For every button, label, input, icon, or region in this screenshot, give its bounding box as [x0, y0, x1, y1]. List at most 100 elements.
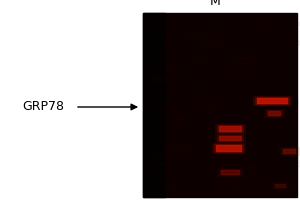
Bar [157, 66, 171, 71]
Bar [230, 71, 234, 79]
Bar [278, 97, 281, 105]
Bar [149, 14, 161, 17]
Bar [279, 147, 299, 155]
Bar [281, 40, 285, 43]
Bar [210, 93, 215, 99]
Bar [204, 89, 221, 94]
Bar [250, 18, 264, 25]
Bar [161, 103, 172, 106]
Bar [268, 36, 280, 41]
Bar [166, 144, 187, 151]
Bar [143, 13, 165, 197]
Bar [212, 143, 244, 153]
Bar [264, 36, 274, 41]
Bar [194, 81, 202, 88]
Bar [247, 164, 253, 170]
Bar [148, 108, 168, 116]
Bar [167, 87, 180, 94]
Text: GRP78: GRP78 [22, 100, 64, 114]
Bar [277, 110, 285, 115]
Bar [208, 106, 215, 110]
Bar [219, 136, 241, 140]
Bar [257, 98, 287, 102]
Bar [159, 172, 181, 175]
Bar [238, 83, 244, 88]
Bar [286, 40, 299, 45]
Bar [243, 87, 262, 92]
Bar [272, 107, 275, 114]
Bar [271, 182, 289, 188]
Bar [279, 36, 287, 42]
Bar [147, 79, 167, 83]
Bar [185, 35, 205, 39]
Bar [159, 162, 167, 169]
Bar [285, 160, 300, 166]
Bar [196, 100, 220, 107]
Bar [184, 133, 203, 139]
Bar [275, 184, 285, 186]
Bar [183, 35, 206, 37]
Bar [273, 160, 279, 164]
Bar [221, 170, 239, 174]
Bar [274, 51, 287, 59]
Bar [154, 42, 158, 45]
Bar [281, 148, 297, 154]
Bar [146, 107, 165, 111]
Bar [149, 70, 160, 77]
Bar [285, 34, 289, 40]
Bar [217, 135, 243, 141]
Bar [215, 123, 245, 132]
Bar [219, 169, 241, 175]
Bar [266, 110, 282, 116]
Bar [283, 149, 295, 153]
Bar [162, 154, 184, 158]
Bar [208, 76, 226, 80]
Bar [274, 175, 279, 182]
Bar [191, 119, 214, 127]
Bar [219, 126, 241, 130]
Bar [190, 24, 199, 31]
Bar [215, 178, 227, 184]
Bar [217, 168, 243, 176]
Bar [281, 173, 289, 177]
Bar [206, 35, 215, 37]
Bar [262, 15, 280, 18]
Bar [234, 56, 254, 59]
Bar [154, 153, 167, 159]
Bar [236, 178, 259, 186]
Bar [251, 24, 271, 32]
Bar [247, 87, 269, 90]
Bar [195, 144, 209, 146]
Bar [212, 156, 230, 159]
Bar [163, 33, 172, 37]
Bar [199, 109, 222, 116]
Bar [258, 181, 262, 188]
Bar [236, 69, 256, 74]
Bar [143, 30, 162, 35]
Bar [172, 101, 184, 106]
Bar [227, 180, 249, 184]
Bar [218, 95, 238, 103]
Bar [222, 42, 226, 46]
Bar [280, 100, 298, 106]
Bar [248, 105, 268, 108]
Bar [265, 31, 273, 35]
Text: M: M [210, 0, 220, 8]
Bar [162, 107, 182, 113]
Bar [232, 57, 254, 63]
Bar [154, 55, 174, 61]
Bar [201, 41, 220, 47]
Bar [156, 104, 162, 107]
Bar [166, 66, 189, 69]
Bar [225, 79, 238, 83]
Bar [227, 54, 235, 59]
Bar [167, 170, 190, 173]
Bar [217, 124, 243, 132]
Bar [212, 32, 219, 39]
Bar [177, 132, 188, 139]
Bar [183, 94, 206, 97]
Bar [177, 186, 201, 193]
Bar [187, 57, 203, 60]
Bar [251, 114, 274, 119]
Bar [248, 160, 268, 162]
